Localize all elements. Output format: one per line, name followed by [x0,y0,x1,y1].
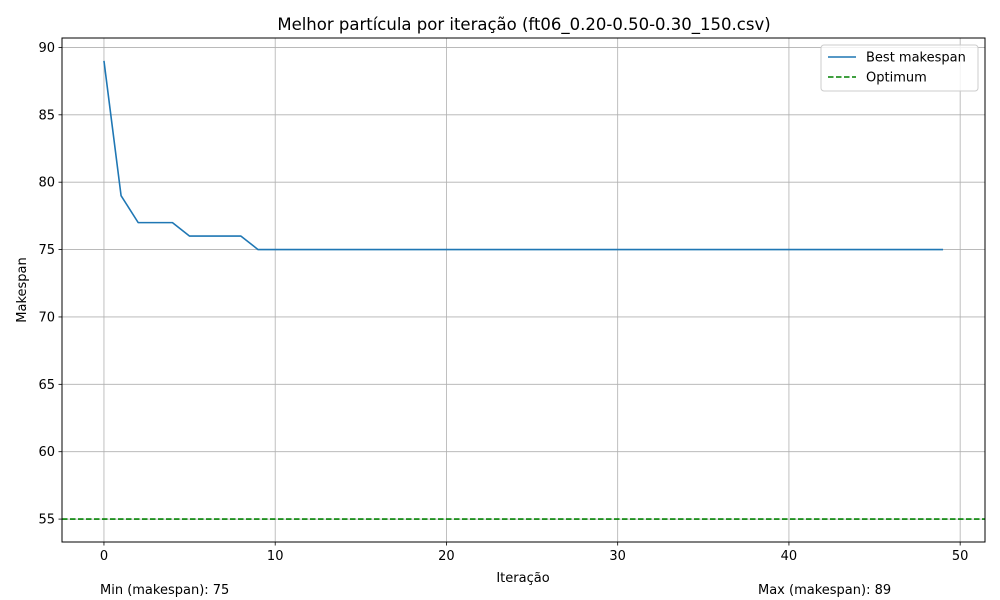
y-tick-label: 55 [38,513,55,528]
y-tick-label: 80 [38,176,55,191]
x-tick-label: 40 [781,549,798,564]
chart-title: Melhor partícula por iteração (ft06_0.20… [277,15,770,35]
max-makespan-note: Max (makespan): 89 [758,583,891,598]
series-layer [62,60,985,520]
y-tick-label: 90 [38,41,55,56]
legend: Best makespan Optimum [820,44,979,92]
min-makespan-note: Min (makespan): 75 [100,583,229,598]
y-tick-label: 85 [38,108,55,123]
y-axis-label: Makespan [15,257,30,322]
plot-frame [61,37,986,543]
x-tick-label: 30 [609,549,626,564]
y-tick-label: 70 [38,310,55,325]
legend-box [820,44,979,92]
y-tick-label: 75 [38,243,55,258]
series-line-best-makespan [103,60,944,251]
y-tick-label: 65 [38,378,55,393]
x-axis-ticks: 0 10 20 30 40 50 [100,542,969,564]
x-tick-label: 20 [438,549,455,564]
x-tick-label: 0 [100,549,108,564]
x-axis-label: Iteração [496,571,549,586]
x-tick-label: 10 [267,549,284,564]
legend-label-optimum: Optimum [866,71,927,86]
y-axis-ticks: 55 60 65 70 75 80 85 90 [38,41,62,528]
y-tick-label: 60 [38,445,55,460]
legend-label-best-makespan: Best makespan [866,51,966,66]
x-tick-label: 50 [952,549,969,564]
